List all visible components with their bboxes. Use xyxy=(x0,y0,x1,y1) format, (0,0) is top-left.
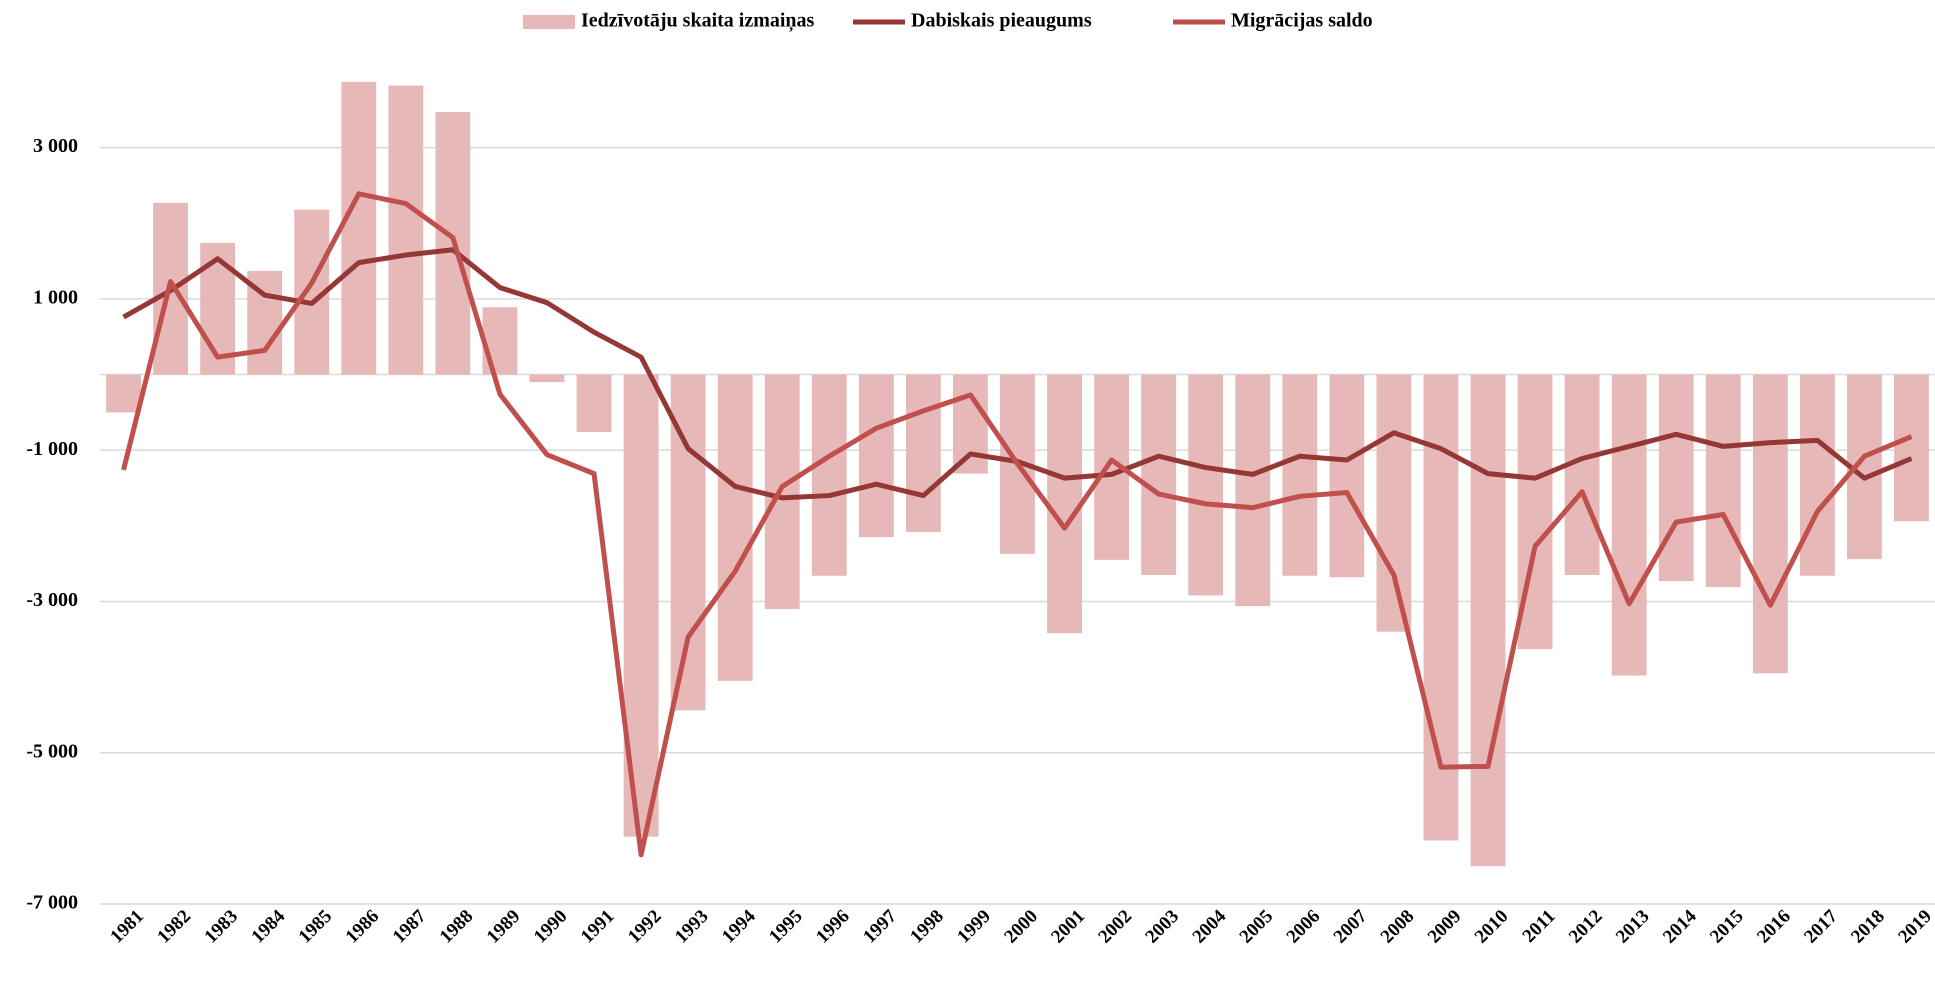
bar xyxy=(1752,374,1788,674)
x-tick-label: 2004 xyxy=(1189,906,1231,948)
bar xyxy=(858,374,894,538)
legend: Iedzīvotāju skaita izmaiņas Dabiskais pie… xyxy=(523,10,1373,33)
bar xyxy=(1611,374,1647,676)
x-tick-label: 1997 xyxy=(859,906,901,948)
bar xyxy=(1188,374,1224,596)
bar xyxy=(341,81,377,375)
bar xyxy=(717,374,753,681)
x-tick-label: 1985 xyxy=(295,906,337,948)
x-tick-label: 1986 xyxy=(342,906,384,948)
bar xyxy=(482,307,518,375)
bar xyxy=(1329,374,1365,578)
x-tick-label: 2012 xyxy=(1565,906,1607,948)
bar xyxy=(1705,374,1741,588)
x-tick-label: 2015 xyxy=(1706,906,1748,948)
x-tick-label: 1998 xyxy=(906,906,948,948)
y-tick-label: -1 000 xyxy=(26,438,78,460)
x-tick-label: 2005 xyxy=(1236,906,1278,948)
y-tick-label: -7 000 xyxy=(26,892,78,914)
x-tick-label: 2008 xyxy=(1377,906,1419,948)
legend-label: Dabiskais pieaugums xyxy=(911,10,1092,32)
legend-label: Iedzīvotāju skaita izmaiņas xyxy=(581,10,815,33)
y-tick-label: 3 000 xyxy=(33,135,78,157)
x-tick-label: 1993 xyxy=(671,906,713,948)
x-tick-label: 2003 xyxy=(1141,906,1183,948)
x-tick-label: 2017 xyxy=(1800,906,1842,948)
x-tick-label: 2007 xyxy=(1330,906,1372,948)
x-tick-label: 1990 xyxy=(530,906,572,948)
x-tick-label: 1992 xyxy=(624,906,666,948)
x-tick-label: 1996 xyxy=(812,906,854,948)
x-tick-label: 2000 xyxy=(1000,906,1042,948)
bar xyxy=(764,374,800,610)
x-tick-label: 1988 xyxy=(436,906,478,948)
bar xyxy=(1141,374,1177,575)
legend-label: Migrācijas saldo xyxy=(1231,10,1373,32)
x-tick-label: 1994 xyxy=(718,906,760,948)
bar xyxy=(529,374,565,383)
x-tick-label: 2006 xyxy=(1283,906,1325,948)
bar xyxy=(905,374,941,532)
legend-swatch xyxy=(523,15,575,29)
bar xyxy=(1894,374,1929,522)
bar xyxy=(106,374,141,413)
x-tick-label: 1987 xyxy=(389,906,431,948)
bar xyxy=(1047,374,1082,634)
line xyxy=(121,191,1913,858)
x-tick-label: 2002 xyxy=(1094,906,1136,948)
bar xyxy=(1376,374,1412,632)
bar xyxy=(953,374,988,474)
bar xyxy=(1235,374,1271,606)
x-tick-label: 1983 xyxy=(200,906,242,948)
bar xyxy=(1799,374,1835,576)
x-tick-label: 2013 xyxy=(1612,906,1654,948)
x-tick-label: 2010 xyxy=(1471,906,1513,948)
x-tick-label: 2011 xyxy=(1519,906,1560,947)
y-tick-label: 1 000 xyxy=(33,287,78,309)
x-tick-label: 1989 xyxy=(483,906,525,948)
bar xyxy=(1470,374,1506,867)
x-tick-label: 1991 xyxy=(577,906,619,948)
bar xyxy=(1564,374,1600,575)
bar xyxy=(388,85,424,375)
y-tick-label: -5 000 xyxy=(26,740,78,762)
y-tick-label: -3 000 xyxy=(26,589,78,611)
bar xyxy=(1658,374,1694,582)
x-tick-label: 1982 xyxy=(153,906,195,948)
bar xyxy=(811,374,847,576)
x-tick-label: 2018 xyxy=(1847,906,1889,948)
x-tick-label: 1999 xyxy=(953,906,995,948)
x-tick-label: 2001 xyxy=(1047,906,1089,948)
bar xyxy=(576,374,612,433)
x-tick-label: 1984 xyxy=(247,906,289,948)
x-tick-label: 2019 xyxy=(1894,906,1935,948)
x-tick-label: 1981 xyxy=(106,906,148,948)
x-tick-label: 2009 xyxy=(1424,906,1466,948)
bar xyxy=(1282,374,1318,576)
x-tick-label: 1995 xyxy=(765,906,807,948)
x-tick-label: 2016 xyxy=(1753,906,1795,948)
x-tick-label: 2014 xyxy=(1659,906,1701,948)
